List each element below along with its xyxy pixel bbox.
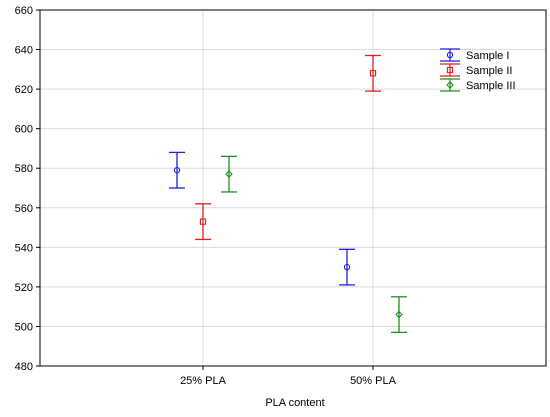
- x-tick-label: 25% PLA: [180, 375, 227, 387]
- y-tick-label: 480: [15, 361, 33, 373]
- legend-label: Sample III: [466, 80, 516, 92]
- y-tick-label: 660: [15, 5, 33, 17]
- x-axis-title: PLA content: [265, 397, 324, 409]
- plot-area: [40, 10, 546, 366]
- y-tick-label: 600: [15, 124, 33, 136]
- y-tick-label: 620: [15, 84, 33, 96]
- y-tick-label: 540: [15, 242, 33, 254]
- data-point: [395, 310, 403, 319]
- data-point: [343, 263, 351, 271]
- y-tick-label: 640: [15, 45, 33, 57]
- legend-label: Sample I: [466, 50, 509, 62]
- legend-marker: [446, 81, 454, 89]
- data-point: [225, 170, 233, 178]
- legend-marker: [446, 66, 454, 74]
- legend-marker: [446, 51, 454, 59]
- data-point: [369, 70, 377, 77]
- y-tick-label: 580: [15, 163, 33, 175]
- y-tick-label: 560: [15, 203, 33, 215]
- data-point: [173, 167, 181, 174]
- y-tick-label: 500: [15, 321, 33, 333]
- legend-label: Sample II: [466, 65, 512, 77]
- y-tick-label: 520: [15, 282, 33, 294]
- plot-frame: [39, 9, 547, 367]
- x-tick-label: 50% PLA: [350, 375, 397, 387]
- data-point: [199, 218, 207, 225]
